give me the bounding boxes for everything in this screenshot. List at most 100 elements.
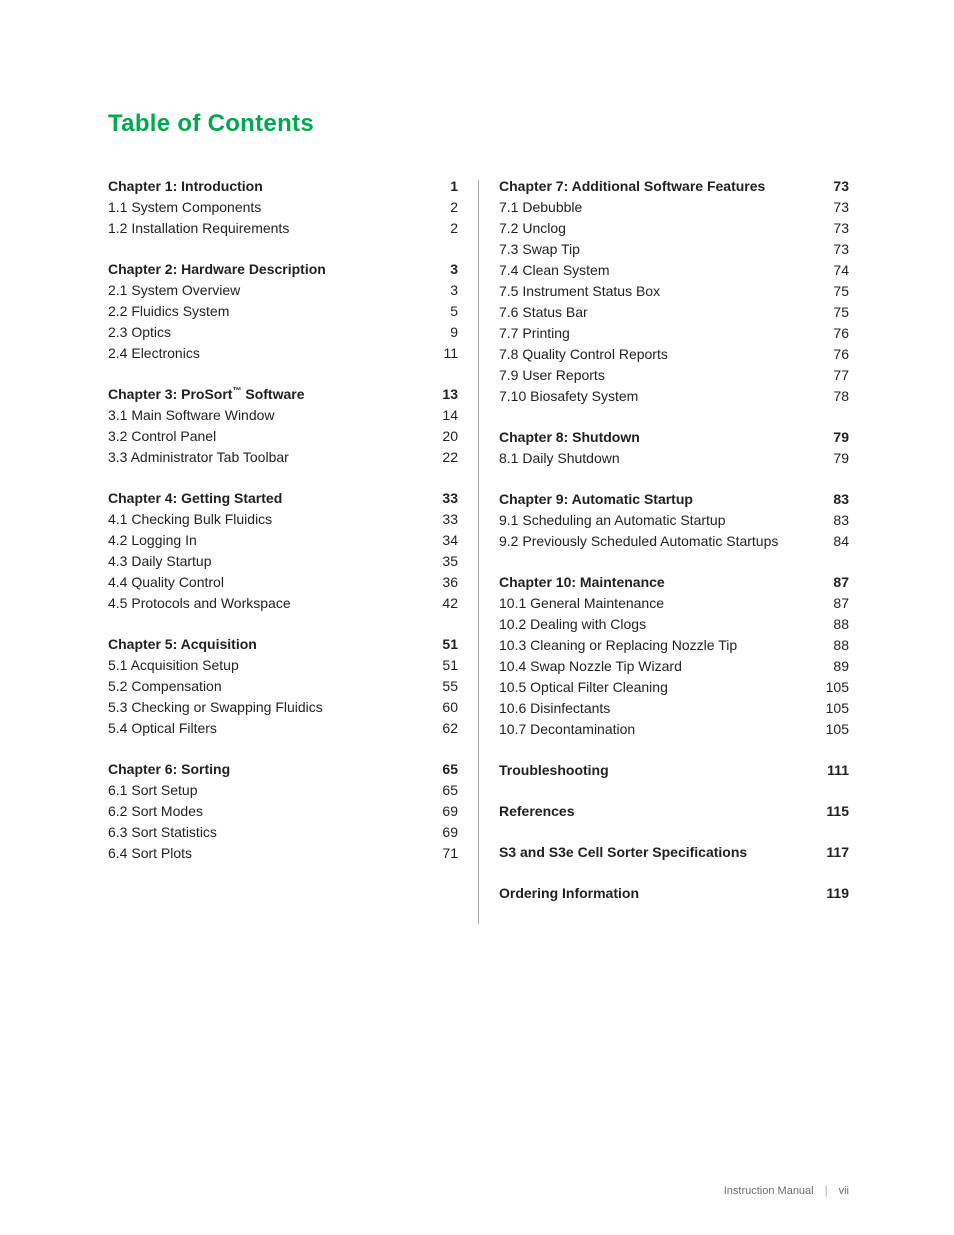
toc-item-row: 7.9 User Reports77: [499, 365, 849, 386]
toc-item-page: 73: [819, 197, 849, 218]
toc-heading-row: Chapter 10: Maintenance87: [499, 572, 849, 593]
toc-item-label: 7.7 Printing: [499, 323, 819, 344]
toc-heading-page: 13: [428, 384, 458, 405]
toc-item-label: 7.10 Biosafety System: [499, 386, 819, 407]
toc-item-row: 7.2 Unclog73: [499, 218, 849, 239]
toc-item-page: 76: [819, 323, 849, 344]
toc-item-row: 10.3 Cleaning or Replacing Nozzle Tip88: [499, 635, 849, 656]
toc-item-page: 71: [428, 843, 458, 864]
toc-heading-page: 79: [819, 427, 849, 448]
toc-item-page: 22: [428, 447, 458, 468]
toc-item-label: 4.5 Protocols and Workspace: [108, 593, 428, 614]
toc-item-label: 10.1 General Maintenance: [499, 593, 819, 614]
toc-group: References115: [499, 801, 849, 822]
toc-item-label: 2.2 Fluidics System: [108, 301, 428, 322]
toc-item-row: 2.4 Electronics11: [108, 343, 458, 364]
toc-item-row: 7.8 Quality Control Reports76: [499, 344, 849, 365]
toc-item-row: 10.5 Optical Filter Cleaning105: [499, 677, 849, 698]
toc-item-label: 10.6 Disinfectants: [499, 698, 819, 719]
right-column: Chapter 7: Additional Software Features7…: [479, 176, 849, 924]
toc-heading-label: Chapter 6: Sorting: [108, 759, 428, 780]
toc-item-label: 9.1 Scheduling an Automatic Startup: [499, 510, 819, 531]
toc-item-label: 4.3 Daily Startup: [108, 551, 428, 572]
toc-item-row: 1.1 System Components2: [108, 197, 458, 218]
toc-item-label: 3.3 Administrator Tab Toolbar: [108, 447, 428, 468]
toc-group: S3 and S3e Cell Sorter Specifications117: [499, 842, 849, 863]
toc-item-row: 9.1 Scheduling an Automatic Startup83: [499, 510, 849, 531]
toc-item-page: 20: [428, 426, 458, 447]
toc-item-row: 6.1 Sort Setup65: [108, 780, 458, 801]
toc-item-row: 4.2 Logging In34: [108, 530, 458, 551]
toc-heading-page: 117: [819, 842, 849, 863]
toc-item-page: 88: [819, 635, 849, 656]
toc-item-row: 3.1 Main Software Window14: [108, 405, 458, 426]
toc-item-page: 76: [819, 344, 849, 365]
toc-item-label: 10.5 Optical Filter Cleaning: [499, 677, 819, 698]
toc-item-page: 5: [428, 301, 458, 322]
toc-heading-page: 73: [819, 176, 849, 197]
toc-item-page: 69: [428, 801, 458, 822]
toc-item-label: 7.6 Status Bar: [499, 302, 819, 323]
page-footer: Instruction Manual | vii: [724, 1185, 849, 1197]
toc-heading-label: References: [499, 801, 819, 822]
toc-item-label: 10.3 Cleaning or Replacing Nozzle Tip: [499, 635, 819, 656]
toc-item-page: 3: [428, 280, 458, 301]
toc-item-label: 10.4 Swap Nozzle Tip Wizard: [499, 656, 819, 677]
toc-item-row: 8.1 Daily Shutdown79: [499, 448, 849, 469]
toc-item-row: 5.3 Checking or Swapping Fluidics60: [108, 697, 458, 718]
toc-item-page: 62: [428, 718, 458, 739]
toc-item-page: 9: [428, 322, 458, 343]
toc-item-label: 4.4 Quality Control: [108, 572, 428, 593]
toc-item-row: 10.4 Swap Nozzle Tip Wizard89: [499, 656, 849, 677]
toc-item-page: 60: [428, 697, 458, 718]
toc-item-page: 84: [819, 531, 849, 552]
toc-item-page: 89: [819, 656, 849, 677]
toc-group: Chapter 10: Maintenance8710.1 General Ma…: [499, 572, 849, 740]
toc-item-label: 6.4 Sort Plots: [108, 843, 428, 864]
toc-heading-label: Chapter 7: Additional Software Features: [499, 176, 819, 197]
toc-item-label: 2.1 System Overview: [108, 280, 428, 301]
toc-item-page: 51: [428, 655, 458, 676]
toc-heading-label: Ordering Information: [499, 883, 819, 904]
toc-item-row: 9.2 Previously Scheduled Automatic Start…: [499, 531, 849, 552]
footer-label: Instruction Manual: [724, 1185, 814, 1197]
toc-group: Troubleshooting111: [499, 760, 849, 781]
toc-item-label: 9.2 Previously Scheduled Automatic Start…: [499, 531, 819, 552]
toc-heading-page: 51: [428, 634, 458, 655]
toc-item-label: 4.1 Checking Bulk Fluidics: [108, 509, 428, 530]
toc-heading-label: Chapter 3: ProSort™ Software: [108, 384, 428, 405]
toc-item-label: 7.5 Instrument Status Box: [499, 281, 819, 302]
toc-item-row: 7.10 Biosafety System78: [499, 386, 849, 407]
toc-item-page: 75: [819, 281, 849, 302]
toc-group: Chapter 5: Acquisition515.1 Acquisition …: [108, 634, 458, 739]
toc-item-row: 4.1 Checking Bulk Fluidics33: [108, 509, 458, 530]
toc-item-page: 34: [428, 530, 458, 551]
toc-heading-page: 33: [428, 488, 458, 509]
toc-item-page: 65: [428, 780, 458, 801]
toc-item-label: 10.2 Dealing with Clogs: [499, 614, 819, 635]
toc-heading-page: 65: [428, 759, 458, 780]
toc-heading-label: Chapter 8: Shutdown: [499, 427, 819, 448]
toc-item-row: 5.2 Compensation55: [108, 676, 458, 697]
toc-item-label: 5.2 Compensation: [108, 676, 428, 697]
toc-heading-page: 119: [819, 883, 849, 904]
toc-item-row: 7.6 Status Bar75: [499, 302, 849, 323]
footer-page-number: vii: [839, 1185, 849, 1197]
toc-item-row: 1.2 Installation Requirements2: [108, 218, 458, 239]
toc-item-label: 3.2 Control Panel: [108, 426, 428, 447]
toc-group: Chapter 2: Hardware Description32.1 Syst…: [108, 259, 458, 364]
toc-item-label: 6.3 Sort Statistics: [108, 822, 428, 843]
toc-heading-page: 115: [819, 801, 849, 822]
toc-heading-page: 87: [819, 572, 849, 593]
toc-heading-label: Chapter 1: Introduction: [108, 176, 428, 197]
toc-item-page: 75: [819, 302, 849, 323]
toc-item-label: 7.8 Quality Control Reports: [499, 344, 819, 365]
toc-item-page: 55: [428, 676, 458, 697]
toc-item-page: 73: [819, 218, 849, 239]
toc-item-row: 10.2 Dealing with Clogs88: [499, 614, 849, 635]
toc-item-label: 7.1 Debubble: [499, 197, 819, 218]
toc-item-row: 4.4 Quality Control36: [108, 572, 458, 593]
toc-heading-row: Chapter 1: Introduction1: [108, 176, 458, 197]
toc-item-row: 2.2 Fluidics System5: [108, 301, 458, 322]
toc-item-page: 105: [819, 719, 849, 740]
